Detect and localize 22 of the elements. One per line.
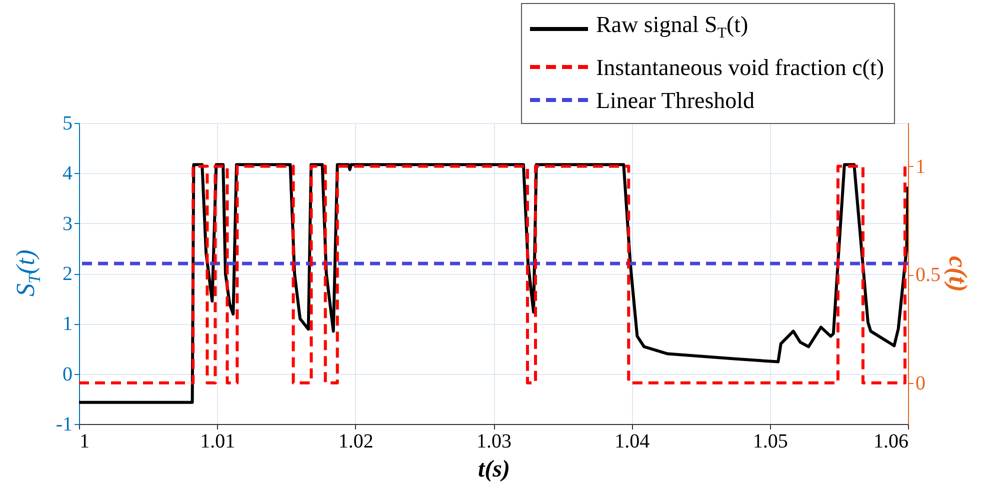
y-tick-label: 1 — [62, 313, 72, 336]
x-tick-label: 1.04 — [614, 430, 650, 452]
x-tick-label: 1.02 — [338, 430, 374, 452]
y-tick-label: -1 — [56, 414, 72, 436]
x-tick-label: 1.01 — [200, 430, 236, 452]
x-tick-label: 1.03 — [476, 430, 512, 452]
y-tick-label: 5 — [62, 112, 72, 134]
x-tick-label: 1.05 — [752, 430, 788, 452]
legend-label: Instantaneous void fraction c(t) — [596, 54, 884, 82]
y-tick-label: 3 — [62, 212, 72, 235]
x-tick-label: 1 — [80, 430, 90, 452]
y2-tick-label: 1 — [916, 156, 926, 178]
y-tick-label: 0 — [62, 363, 72, 386]
x-tick-label: 1.06 — [874, 430, 908, 452]
y-tick-label: 4 — [62, 162, 72, 185]
y2-tick-label: 0 — [916, 372, 926, 394]
y2-axis-title: c(t) — [944, 256, 972, 292]
legend-label: Raw signal S$_{T}$(t) — [596, 11, 748, 44]
y-tick-label: 2 — [62, 263, 72, 285]
x-axis-title: t(s) — [478, 456, 510, 482]
y2-tick-label: 0.5 — [916, 264, 940, 286]
legend-label: Linear Threshold — [596, 86, 755, 115]
